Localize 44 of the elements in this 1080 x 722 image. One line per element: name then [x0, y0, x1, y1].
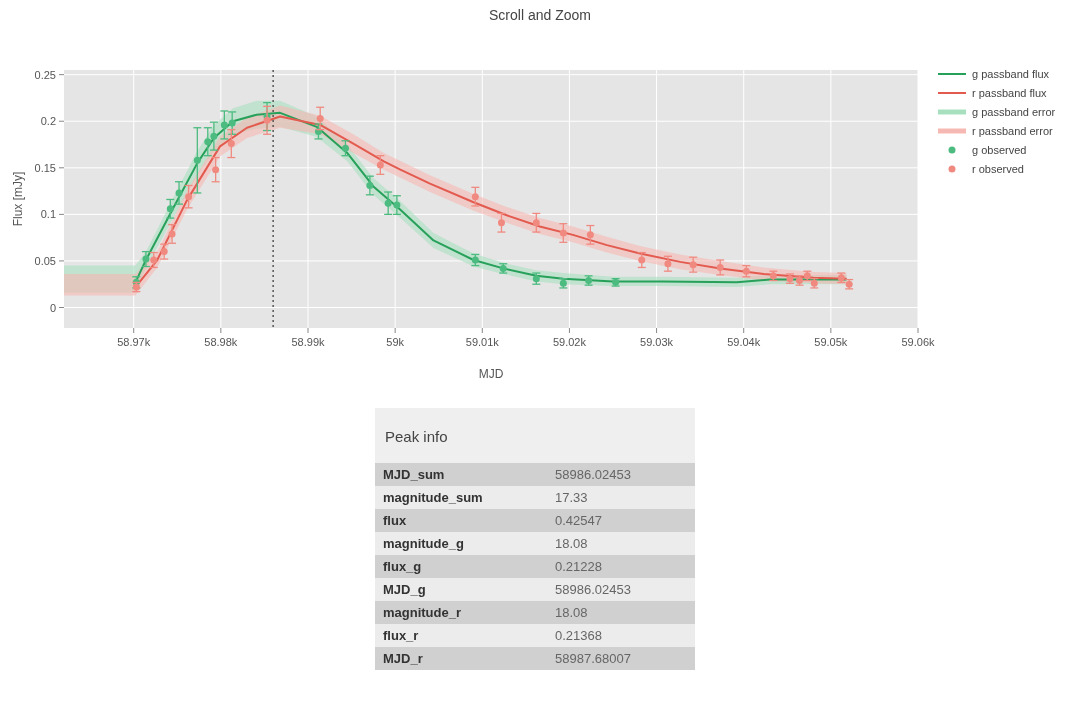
data-label: 58986.02453: [555, 582, 631, 597]
legend-label: r observed: [972, 163, 1024, 175]
category-label: magnitude_r: [383, 605, 462, 620]
x-tick-label: 59.06k: [901, 336, 936, 348]
data-label: 17.33: [555, 490, 588, 505]
category-label: MJD_r: [383, 651, 423, 666]
y-tick-label: 0.05: [34, 254, 56, 267]
y-axis-title: Flux [mJy]: [11, 171, 25, 227]
chart-title: Scroll and Zoom: [489, 7, 591, 23]
data-label: 0.21368: [555, 628, 602, 643]
x-tick-label: 59.01k: [465, 336, 500, 348]
data-label: 18.08: [555, 605, 588, 620]
x-tick-label: 58.98k: [204, 336, 238, 348]
category-label: MJD_g: [383, 582, 426, 597]
text: Peak info: [385, 428, 448, 445]
y-tick-label: 0.15: [34, 161, 56, 174]
x-tick-label: 59k: [386, 336, 405, 348]
data-label: 58986.02453: [555, 467, 631, 482]
legend-label: r passband error: [972, 125, 1054, 137]
category-label: flux_r: [383, 628, 419, 643]
category-label: flux_g: [383, 559, 422, 574]
legend-label: g passband error: [972, 106, 1056, 118]
y-tick-label: 0.25: [34, 68, 56, 81]
category-label: magnitude_g: [383, 536, 464, 551]
y-tick-label: 0: [49, 301, 56, 314]
data-label: 0.21228: [555, 559, 602, 574]
category-label: MJD_sum: [383, 467, 445, 482]
x-tick-label: 59.04k: [727, 336, 761, 348]
data-label: 0.42547: [555, 513, 602, 528]
x-tick-label: 59.05k: [814, 336, 848, 348]
legend-label: g passband flux: [972, 68, 1050, 80]
y-tick-label: 0.1: [40, 208, 56, 221]
x-tick-label: 58.99k: [291, 336, 326, 348]
category-label: flux: [383, 513, 407, 528]
category-label: magnitude_sum: [383, 490, 483, 505]
legend-label: r passband flux: [972, 87, 1048, 99]
x-tick-label: 59.03k: [640, 336, 674, 348]
data-label: 58987.68007: [555, 651, 631, 666]
y-tick-label: 0.2: [40, 115, 56, 128]
legend-label: g observed: [972, 144, 1027, 156]
data-label: 18.08: [555, 536, 588, 551]
x-tick-label: 59.02k: [552, 336, 587, 348]
x-tick-label: 58.97k: [117, 336, 151, 348]
x-axis-title: MJD: [478, 367, 504, 381]
